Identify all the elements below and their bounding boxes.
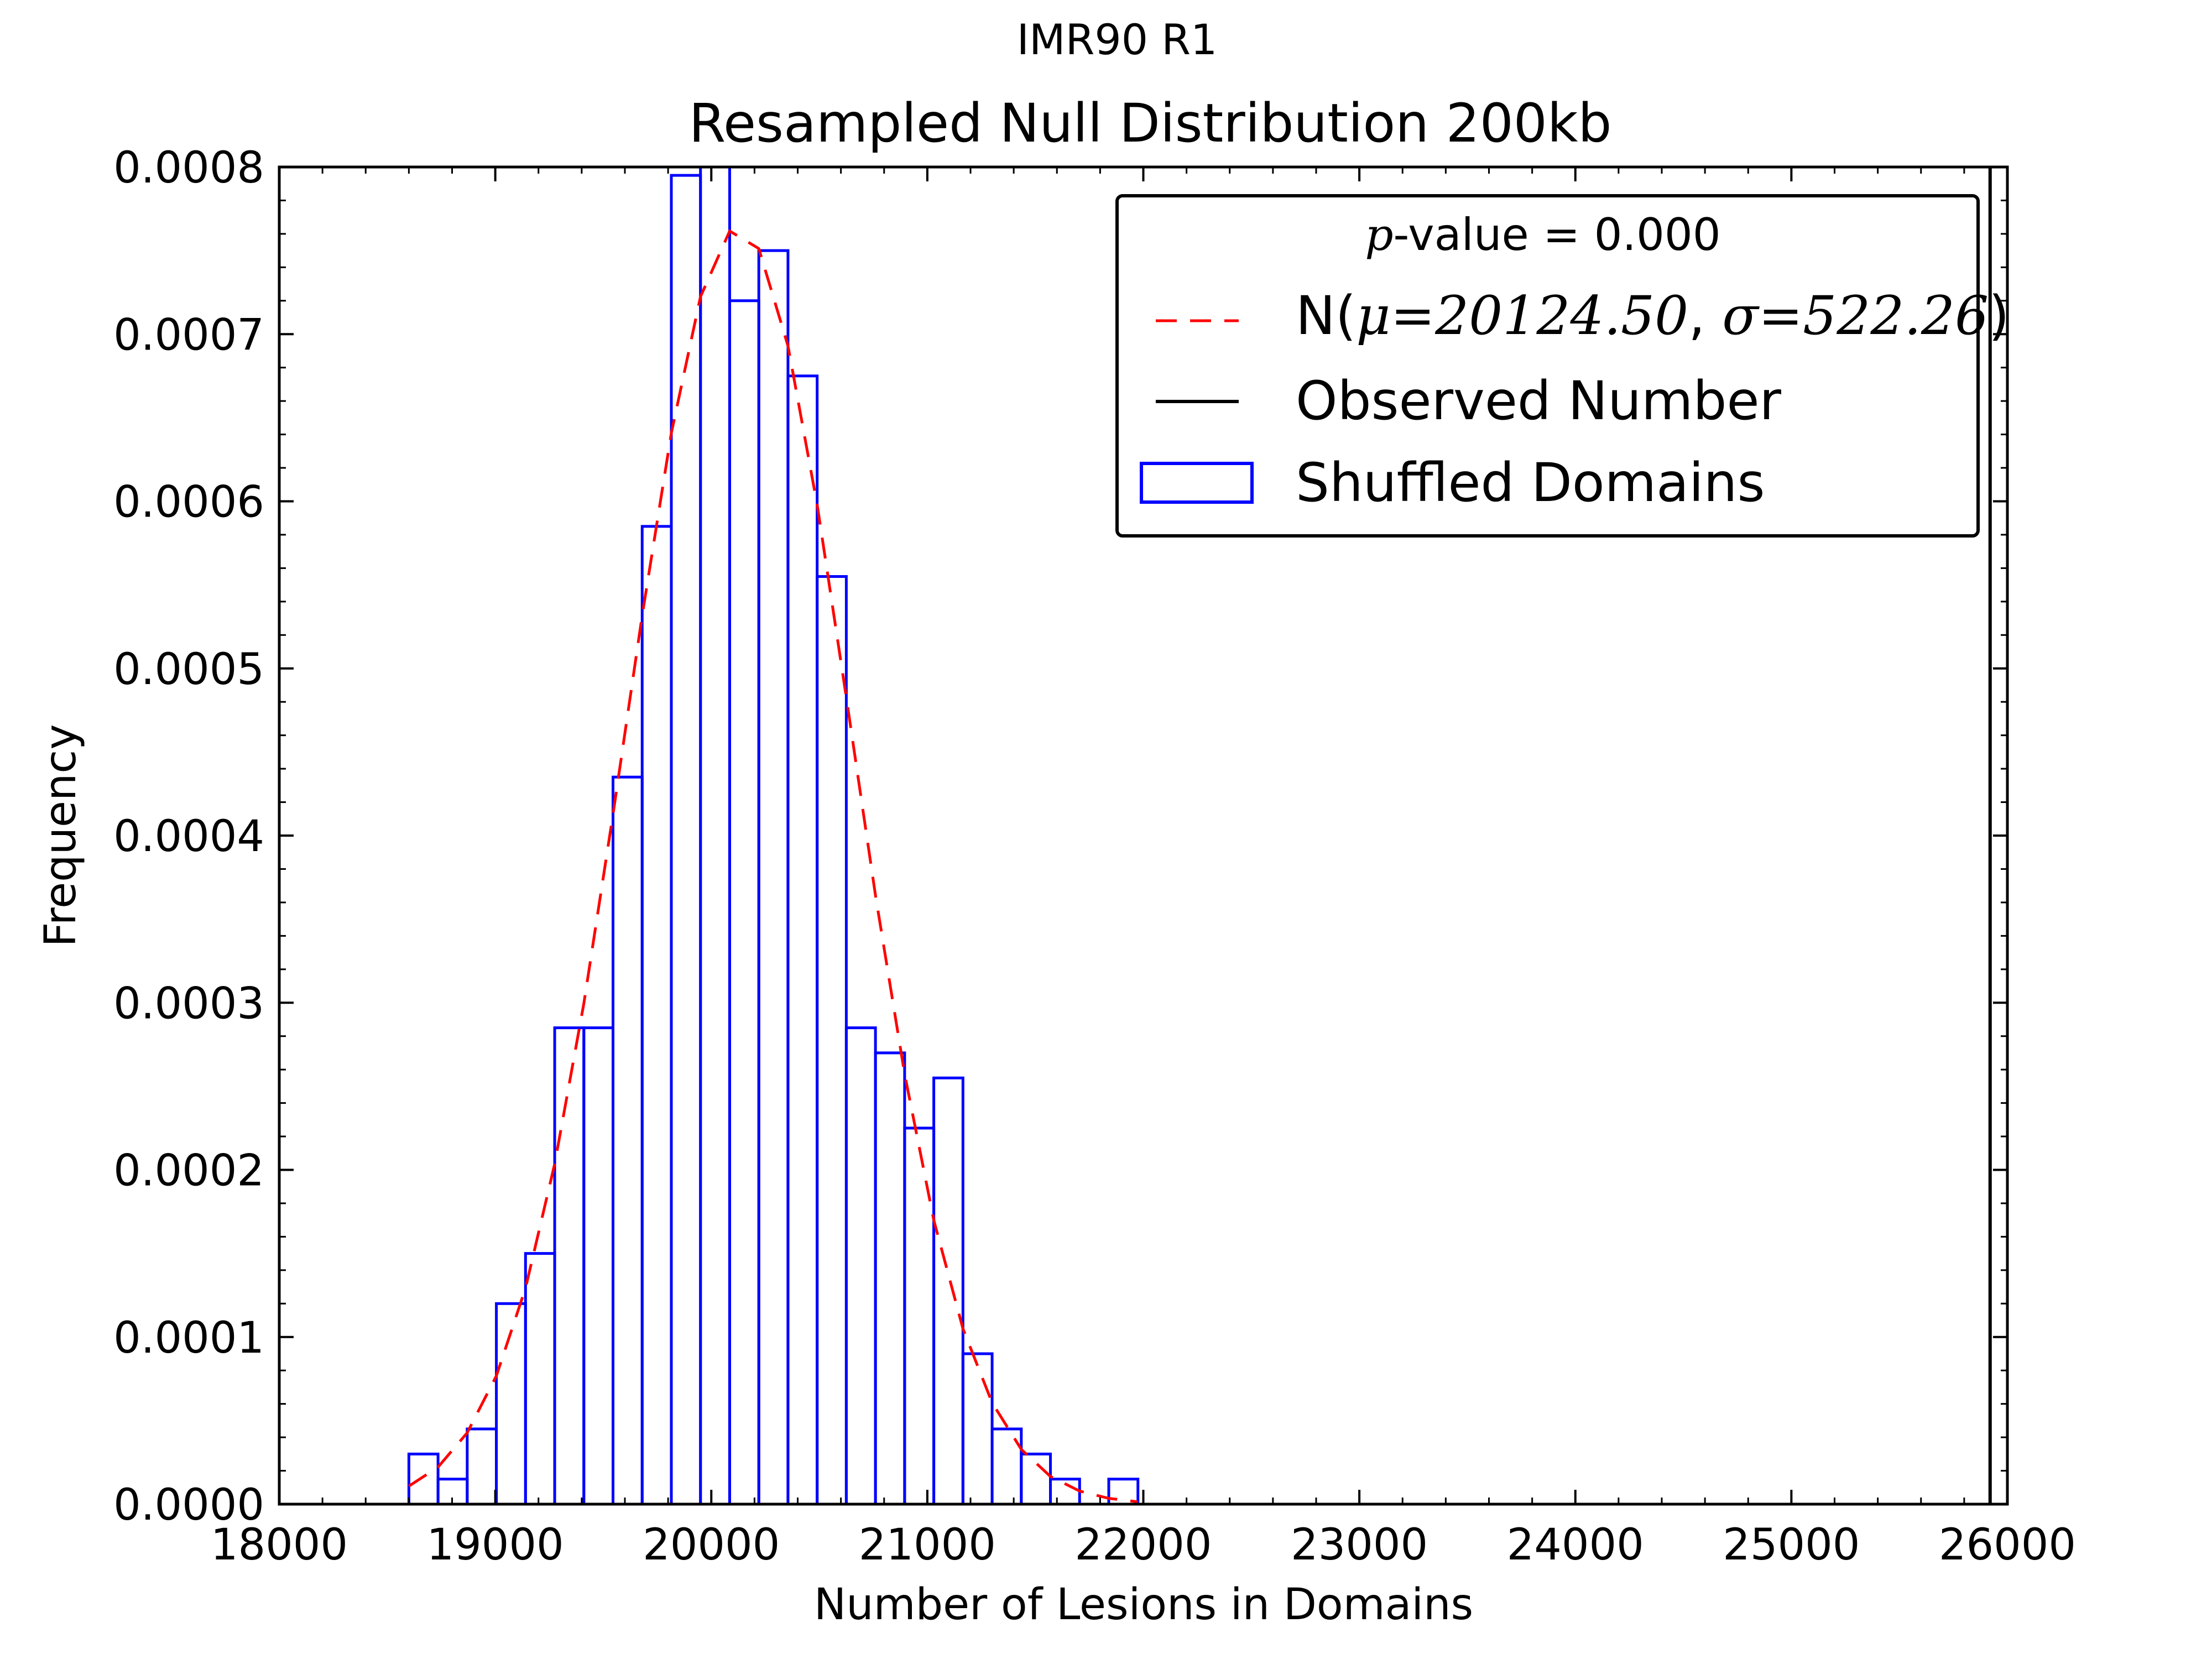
x-tick-label: 19000 xyxy=(427,1520,564,1570)
legend-normal-fit-label: N(μ=20124.50, σ=522.26) xyxy=(1296,285,2010,347)
y-tick-label: 0.0005 xyxy=(113,645,264,695)
y-tick-label: 0.0004 xyxy=(113,812,264,862)
p-value-annotation: p-value = 0.000 xyxy=(1365,209,1720,260)
legend-histogram-swatch xyxy=(1140,462,1254,504)
x-tick-label: 20000 xyxy=(643,1520,780,1570)
legend-observed-label: Observed Number xyxy=(1296,370,1782,432)
chart-title: Resampled Null Distribution 200kb xyxy=(689,92,1612,154)
legend: p-value = 0.000 N(μ=20124.50, σ=522.26) … xyxy=(1115,194,2010,538)
y-axis-ticks: 0.0000 0.0001 0.0002 0.0003 0.0004 0.0005 0.00… xyxy=(113,143,2007,1530)
y-tick-label: 0.0003 xyxy=(113,979,264,1029)
normal-fit-sigma: σ=522.26 xyxy=(1722,285,1989,347)
y-tick-label: 0.0007 xyxy=(113,310,264,360)
x-tick-label: 23000 xyxy=(1291,1520,1428,1570)
p-value-text: -value = 0.000 xyxy=(1394,209,1721,260)
normal-fit-label-prefix: N( xyxy=(1296,285,1356,347)
x-tick-label: 21000 xyxy=(859,1520,996,1570)
normal-fit-mu: μ=20124.50 xyxy=(1356,285,1688,347)
x-tick-label: 22000 xyxy=(1074,1520,1212,1570)
y-tick-label: 0.0008 xyxy=(113,143,264,193)
x-tick-label: 24000 xyxy=(1507,1520,1644,1570)
y-tick-label: 0.0006 xyxy=(113,478,264,528)
legend-box xyxy=(1115,194,1980,538)
figure-suptitle: IMR90 R1 xyxy=(1017,15,1218,64)
y-tick-label: 0.0002 xyxy=(113,1146,264,1196)
p-symbol: p xyxy=(1365,209,1393,260)
y-tick-label: 0.0001 xyxy=(113,1313,264,1363)
y-axis-label: Frequency xyxy=(36,724,86,947)
normal-fit-curve xyxy=(408,229,1138,1504)
normal-fit-separator: , xyxy=(1688,285,1722,347)
legend-histogram-label: Shuffled Domains xyxy=(1296,452,1765,514)
normal-fit-label-suffix: ) xyxy=(1989,285,2009,347)
x-tick-label: 18000 xyxy=(211,1520,348,1570)
x-tick-label: 26000 xyxy=(1939,1520,2076,1570)
y-tick-label: 0.0000 xyxy=(113,1480,264,1530)
x-tick-label: 25000 xyxy=(1723,1520,1860,1570)
x-axis-label: Number of Lesions in Domains xyxy=(814,1580,1473,1630)
x-axis-ticks: 18000 19000 20000 21000 22000 23000 24000 25000… xyxy=(211,167,2076,1570)
